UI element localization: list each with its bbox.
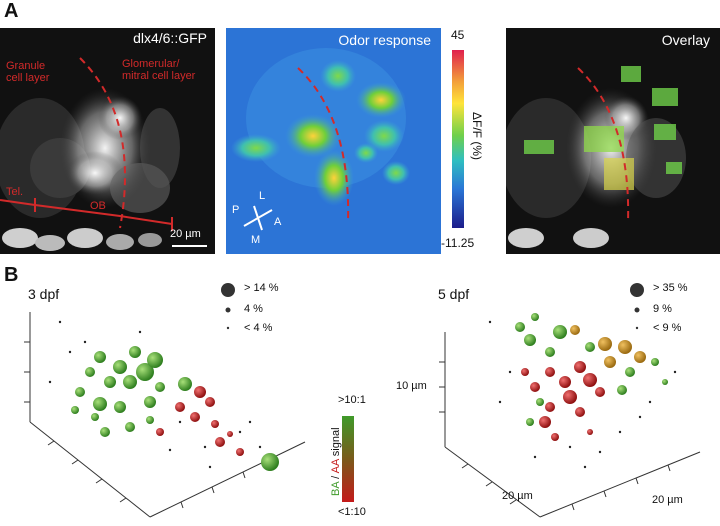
odor-response-image: Odor response P L A M: [226, 28, 441, 254]
granule-label: Granule cell layer: [6, 60, 49, 84]
compass-a: A: [274, 216, 282, 228]
plot-3dpf-title: 3 dpf: [28, 286, 60, 302]
spheres-3dpf: [71, 346, 279, 471]
spheres-5dpf: [515, 313, 668, 441]
plot-5dpf-title: 5 dpf: [438, 286, 470, 302]
axis-x1-label: 20 µm: [502, 490, 533, 502]
odor-response-svg: [226, 28, 441, 254]
axis-x2-label: 20 µm: [652, 494, 683, 506]
colorbar-b: [342, 416, 354, 502]
legend-3dpf-mid: 4 %: [244, 303, 263, 315]
panel-a-letter: A: [4, 0, 19, 22]
plot-5dpf-svg: [439, 283, 701, 518]
gfp-image: dlx4/6::GFP Granule cell layer Glomerula…: [0, 28, 215, 254]
colorbar-a-max: 45: [451, 28, 465, 42]
granule-line1: Granule: [6, 60, 46, 72]
axis-z-label: 10 µm: [396, 380, 427, 392]
legend-3dpf-small: < 4 %: [244, 322, 273, 334]
plot-3dpf-svg: [24, 283, 306, 518]
overlay-image: Overlay: [506, 28, 720, 254]
compass-p: P: [232, 204, 240, 216]
gfp-title: dlx4/6::GFP: [133, 30, 207, 46]
compass-l: L: [259, 190, 266, 202]
glomerular-label: Glomerular/ mitral cell layer: [122, 58, 195, 82]
colorbar-a-label: ΔF/F (%): [470, 112, 484, 161]
plot-3dpf: 3 dpf > 14 % 4 % < 4 %: [0, 272, 330, 521]
scalebar-label: 20 µm: [170, 228, 201, 240]
gfp-image-svg: [0, 28, 215, 254]
panel-b-letter: B: [4, 264, 19, 286]
tel-label: Tel.: [6, 186, 24, 198]
colorbar-b-bottom: <1:10: [338, 506, 366, 518]
label-signal: signal: [330, 427, 342, 460]
colorbar-a-min: -11.25: [441, 236, 475, 250]
label-ba: BA: [330, 481, 342, 496]
glomerular-line2: mitral cell layer: [122, 70, 196, 82]
legend-5dpf-small: < 9 %: [653, 322, 682, 334]
legend-3dpf-large: > 14 %: [244, 282, 279, 294]
legend-5dpf-large: > 35 %: [653, 282, 688, 294]
plot-5dpf: 5 dpf > 35 % 9 % < 9 % 10 µm 20 µm 20 µm: [390, 272, 720, 521]
label-aa: AA: [330, 459, 342, 474]
colorbar-b-top: >10:1: [338, 394, 366, 406]
odor-title: Odor response: [338, 32, 431, 48]
compass-m: M: [251, 234, 261, 246]
colorbar-b-label: BA / AA signal: [330, 427, 342, 496]
legend-5dpf-mid: 9 %: [653, 303, 672, 315]
overlay-svg: [506, 28, 720, 254]
label-sep: /: [330, 473, 342, 482]
colorbar-a: [452, 50, 464, 228]
overlay-title: Overlay: [661, 32, 710, 48]
glomerular-line1: Glomerular/: [122, 58, 180, 70]
granule-line2: cell layer: [6, 72, 50, 84]
ob-label: OB: [90, 200, 106, 212]
